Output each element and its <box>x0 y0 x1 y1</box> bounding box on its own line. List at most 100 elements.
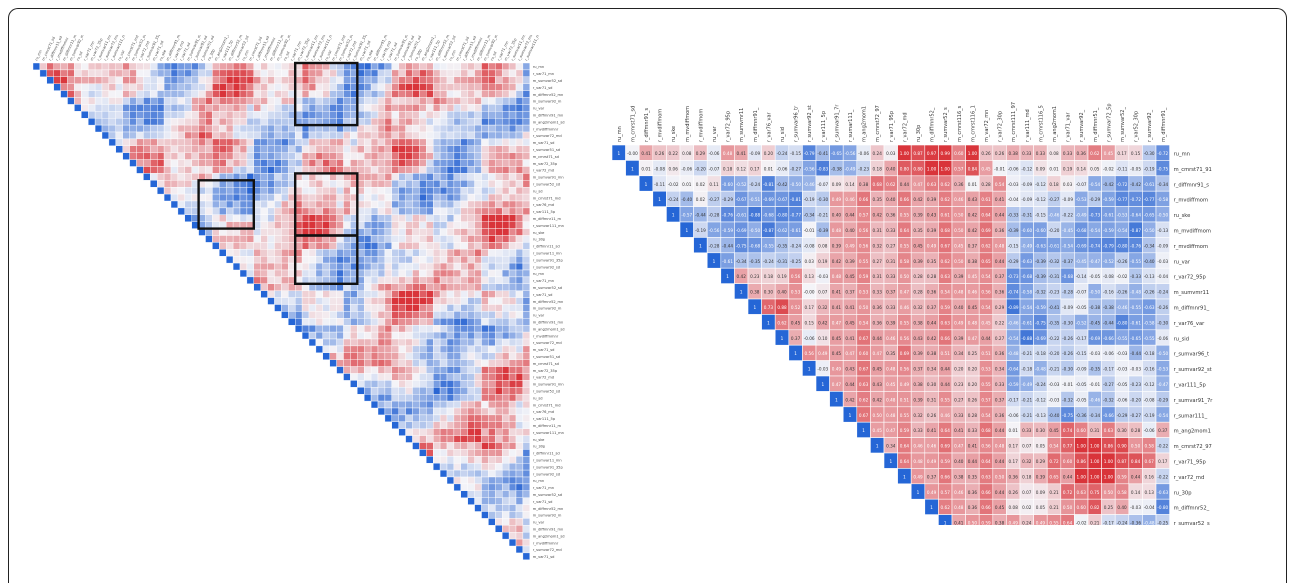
correlation-cell <box>377 249 386 257</box>
cell-value-label: -0.52 <box>1103 259 1114 264</box>
cell-value-label: 0.35 <box>927 259 937 264</box>
correlation-cell <box>460 200 468 209</box>
cell-value-label: -0.55 <box>763 243 774 248</box>
correlation-cell <box>253 262 261 271</box>
cell-value-label: 0.37 <box>1158 428 1168 433</box>
correlation-cell <box>232 111 241 119</box>
cell-value-label: -0.18 <box>1021 367 1032 372</box>
correlation-cell <box>384 387 392 395</box>
correlation-cell <box>495 90 503 98</box>
row-tick-label: ru_mn <box>1174 151 1190 157</box>
correlation-cell <box>136 111 144 119</box>
correlation-cell <box>364 131 372 140</box>
correlation-cell <box>281 76 289 84</box>
correlation-cell <box>88 76 96 84</box>
correlation-cell <box>39 62 47 71</box>
cell-value-label: -0.61 <box>1144 182 1155 187</box>
correlation-cell <box>370 214 379 222</box>
correlation-cell <box>488 290 496 298</box>
correlation-cell <box>467 166 475 174</box>
correlation-cell <box>391 318 399 326</box>
correlation-cell <box>370 380 379 388</box>
correlation-cell <box>433 159 441 167</box>
correlation-cell <box>515 532 524 540</box>
cell-value-label: -0.87 <box>763 228 774 233</box>
correlation-cell <box>446 145 455 153</box>
correlation-cell <box>522 186 530 195</box>
diagonal-cell <box>474 504 482 512</box>
correlation-cell <box>343 297 351 305</box>
correlation-cell <box>453 311 461 319</box>
correlation-cell <box>515 311 524 319</box>
correlation-cell <box>495 152 503 160</box>
correlation-cell <box>122 76 130 84</box>
correlation-cell <box>370 193 379 202</box>
correlation-cell <box>453 180 461 188</box>
correlation-cell <box>502 345 510 353</box>
correlation-cell <box>308 69 317 78</box>
cell-value-label: 0.22 <box>669 151 679 156</box>
cell-value-label: -0.27 <box>790 166 801 171</box>
correlation-cell <box>488 476 496 485</box>
correlation-cell <box>177 173 185 181</box>
correlation-cell <box>205 97 213 105</box>
correlation-cell <box>522 193 530 202</box>
cell-value-label: -0.22 <box>1157 444 1168 449</box>
correlation-cell <box>412 193 420 202</box>
correlation-cell <box>474 352 482 360</box>
correlation-cell <box>419 421 427 429</box>
column-tick-label: m_cmrst116_s <box>957 105 963 142</box>
correlation-cell <box>377 325 386 333</box>
correlation-cell <box>350 345 358 353</box>
correlation-cell <box>481 159 489 167</box>
correlation-cell <box>488 262 496 271</box>
correlation-cell <box>391 117 399 126</box>
correlation-cell <box>274 200 282 209</box>
correlation-cell <box>398 186 406 195</box>
correlation-cell <box>364 221 372 229</box>
cell-value-label: 0.16 <box>1145 474 1155 479</box>
cell-value-label: -0.38 <box>1089 305 1100 310</box>
correlation-cell <box>219 97 227 105</box>
correlation-cell <box>384 145 392 153</box>
correlation-cell <box>156 83 165 91</box>
correlation-cell <box>439 400 448 409</box>
correlation-cell <box>488 490 496 498</box>
cell-value-label: -0.16 <box>1103 290 1114 295</box>
correlation-cell <box>467 242 475 250</box>
cell-value-label: 0.56 <box>900 367 910 372</box>
correlation-cell <box>508 228 517 236</box>
correlation-cell <box>253 111 261 119</box>
correlation-cell <box>474 318 482 326</box>
correlation-cell <box>488 207 496 215</box>
correlation-cell <box>502 83 510 91</box>
correlation-cell <box>301 90 310 98</box>
correlation-cell <box>522 228 530 236</box>
correlation-cell <box>391 180 399 188</box>
correlation-cell <box>412 366 420 374</box>
correlation-cell <box>426 269 434 278</box>
cell-value-label: -0.15 <box>1076 351 1087 356</box>
correlation-cell <box>239 249 248 257</box>
correlation-cell <box>433 311 441 319</box>
correlation-cell <box>508 311 517 319</box>
correlation-cell <box>474 117 482 126</box>
cell-value-label: 0.20 <box>954 367 964 372</box>
cell-value-label: -0.52 <box>736 182 747 187</box>
correlation-cell <box>522 325 530 333</box>
cell-value-label: -0.56 <box>804 166 815 171</box>
correlation-cell <box>460 311 468 319</box>
correlation-cell <box>398 269 406 278</box>
correlation-cell <box>391 173 399 181</box>
correlation-cell <box>343 131 351 140</box>
correlation-cell <box>495 124 503 133</box>
correlation-cell <box>274 283 282 291</box>
cell-value-label: 0.28 <box>913 290 923 295</box>
cell-value-label: -0.66 <box>1103 413 1114 418</box>
correlation-cell <box>439 131 448 140</box>
cell-value-label: 0.59 <box>1117 474 1127 479</box>
correlation-cell <box>426 104 434 112</box>
correlation-cell <box>198 138 206 147</box>
correlation-cell <box>122 97 130 105</box>
cell-value-label: -0.03 <box>817 274 828 279</box>
